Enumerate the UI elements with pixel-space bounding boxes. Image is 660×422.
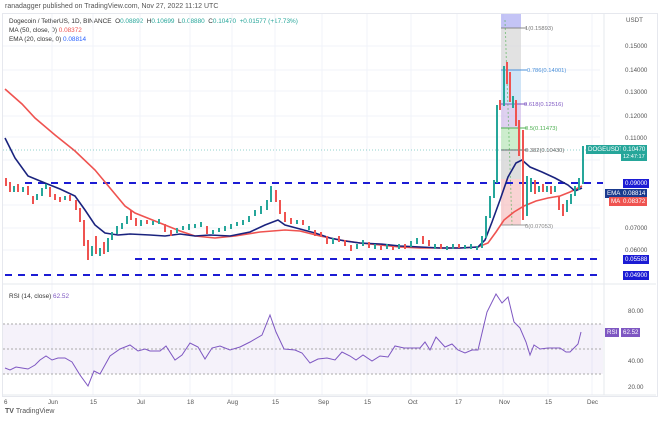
ema20-line[interactable] [4,137,583,249]
time-tick: Dec [587,399,598,406]
ema-label: EMA (20, close, 0) [9,36,62,43]
high-value: 0.10699 [151,18,175,25]
fib-0-label: 0(0.07053) [525,224,553,230]
rsi-tick: 80.00 [628,308,644,315]
rsi-value: 62.52 [53,293,70,300]
ma-tag-value: 0.08372 [621,197,648,206]
symbol-tag: DOGEUSDT [586,145,626,154]
time-tick: 15 [90,399,97,406]
symbol-line[interactable]: Dogecoin / TetherUS, 1D, BINANCE O0.0889… [9,17,298,26]
tradingview-logo-icon: TV [5,408,14,415]
countdown-tag: 12:47:17 [621,153,647,161]
chart-frame [2,13,658,397]
fib-1-label: 1(0.15893) [525,26,553,32]
ma-label: MA (50, close, 0) [9,27,57,34]
fib-labels: 1(0.15893) 0.786(0.14001) 0.618(0.12516)… [524,26,566,230]
rsi-tick: 20.00 [628,384,644,391]
price-tick: 0.14000 [625,67,648,74]
time-tick: Nov [499,399,511,406]
ma-value: 0.08372 [58,27,82,34]
close-label: C [208,18,213,25]
fib-05-label: 0.5(0.11473) [525,126,558,132]
open-value: 0.08892 [120,18,144,25]
ema-tag-label: EMA [605,189,623,198]
change-value: +0.01577 (+17.73%) [239,18,298,25]
price-tick: 0.06000 [625,247,648,254]
time-tick: Oct [408,399,418,406]
ma50-line[interactable] [4,88,583,249]
tradingview-brand: TradingView [15,408,55,415]
level-0049-tag: 0.04900 [623,271,650,280]
price-tick: 0.07000 [625,225,648,232]
level-0090-tag: 0.09000 [623,179,650,188]
time-tick: 15 [272,399,279,406]
grid [3,14,600,395]
rsi-tag-label: RSI [605,328,620,337]
symbol-name: Dogecoin / TetherUS, 1D, BINANCE [9,18,112,25]
time-tick: 18 [187,399,194,406]
rsi-axis[interactable]: 80.00 40.00 20.00 [628,308,644,391]
ma-tag-label: MA [609,197,623,206]
time-axis[interactable]: 6 Jun 15 Jul 18 Aug 15 Sep 15 Oct 17 Nov… [4,399,598,406]
currency-label: USDT [626,17,643,24]
price-tick: 0.15000 [625,43,648,50]
low-label: L [178,18,182,25]
ema-legend[interactable]: EMA (20, close, 0) 0.08814 [9,35,298,44]
open-label: O [115,18,121,25]
price-tick: 0.12000 [625,113,648,120]
time-tick: 15 [364,399,371,406]
price-tick: 0.11000 [625,135,647,142]
price-tick: 0.13000 [625,89,648,96]
fib-0382-label: 0.382(0.10430) [525,148,564,154]
rsi-label: RSI (14, close) [9,293,52,300]
level-05588-tag: 0.05588 [623,255,650,264]
low-value: 0.08880 [181,18,205,25]
time-tick: Jul [137,399,145,406]
time-tick: 17 [455,399,462,406]
ma-legend[interactable]: MA (50, close, 0) 0.08372 [9,26,298,35]
fib-0618-label: 0.618(0.12516) [524,102,563,108]
ema-tag-value: 0.08814 [621,189,648,198]
high-label: H [146,18,152,25]
rsi-band-lines [3,323,603,375]
last-price-tag: 0.10470 [621,145,648,154]
time-tick: 6 [4,399,8,406]
price-axis[interactable]: USDT 0.15000 0.14000 0.13000 0.12000 0.1… [625,17,648,254]
rsi-line[interactable] [4,293,582,388]
ema-value: 0.08814 [63,36,87,43]
rsi-tag-value: 62.52 [621,328,641,337]
rsi-tick: 40.00 [628,358,644,365]
candlesticks[interactable] [5,62,584,260]
time-tick: Jun [48,399,59,406]
close-value: 0.10470 [212,18,237,25]
chart-legend: Dogecoin / TetherUS, 1D, BINANCE O0.0889… [9,17,298,44]
time-tick: Aug [227,399,239,406]
time-tick: Sep [318,399,330,406]
publisher-line: ranadagger published on TradingView.com,… [5,3,219,10]
tradingview-watermark[interactable]: TV TradingView [5,408,54,415]
rsi-legend[interactable]: RSI (14, close) 62.52 [9,293,69,300]
fib-0786-label: 0.786(0.14001) [527,68,566,74]
time-tick: 15 [545,399,552,406]
